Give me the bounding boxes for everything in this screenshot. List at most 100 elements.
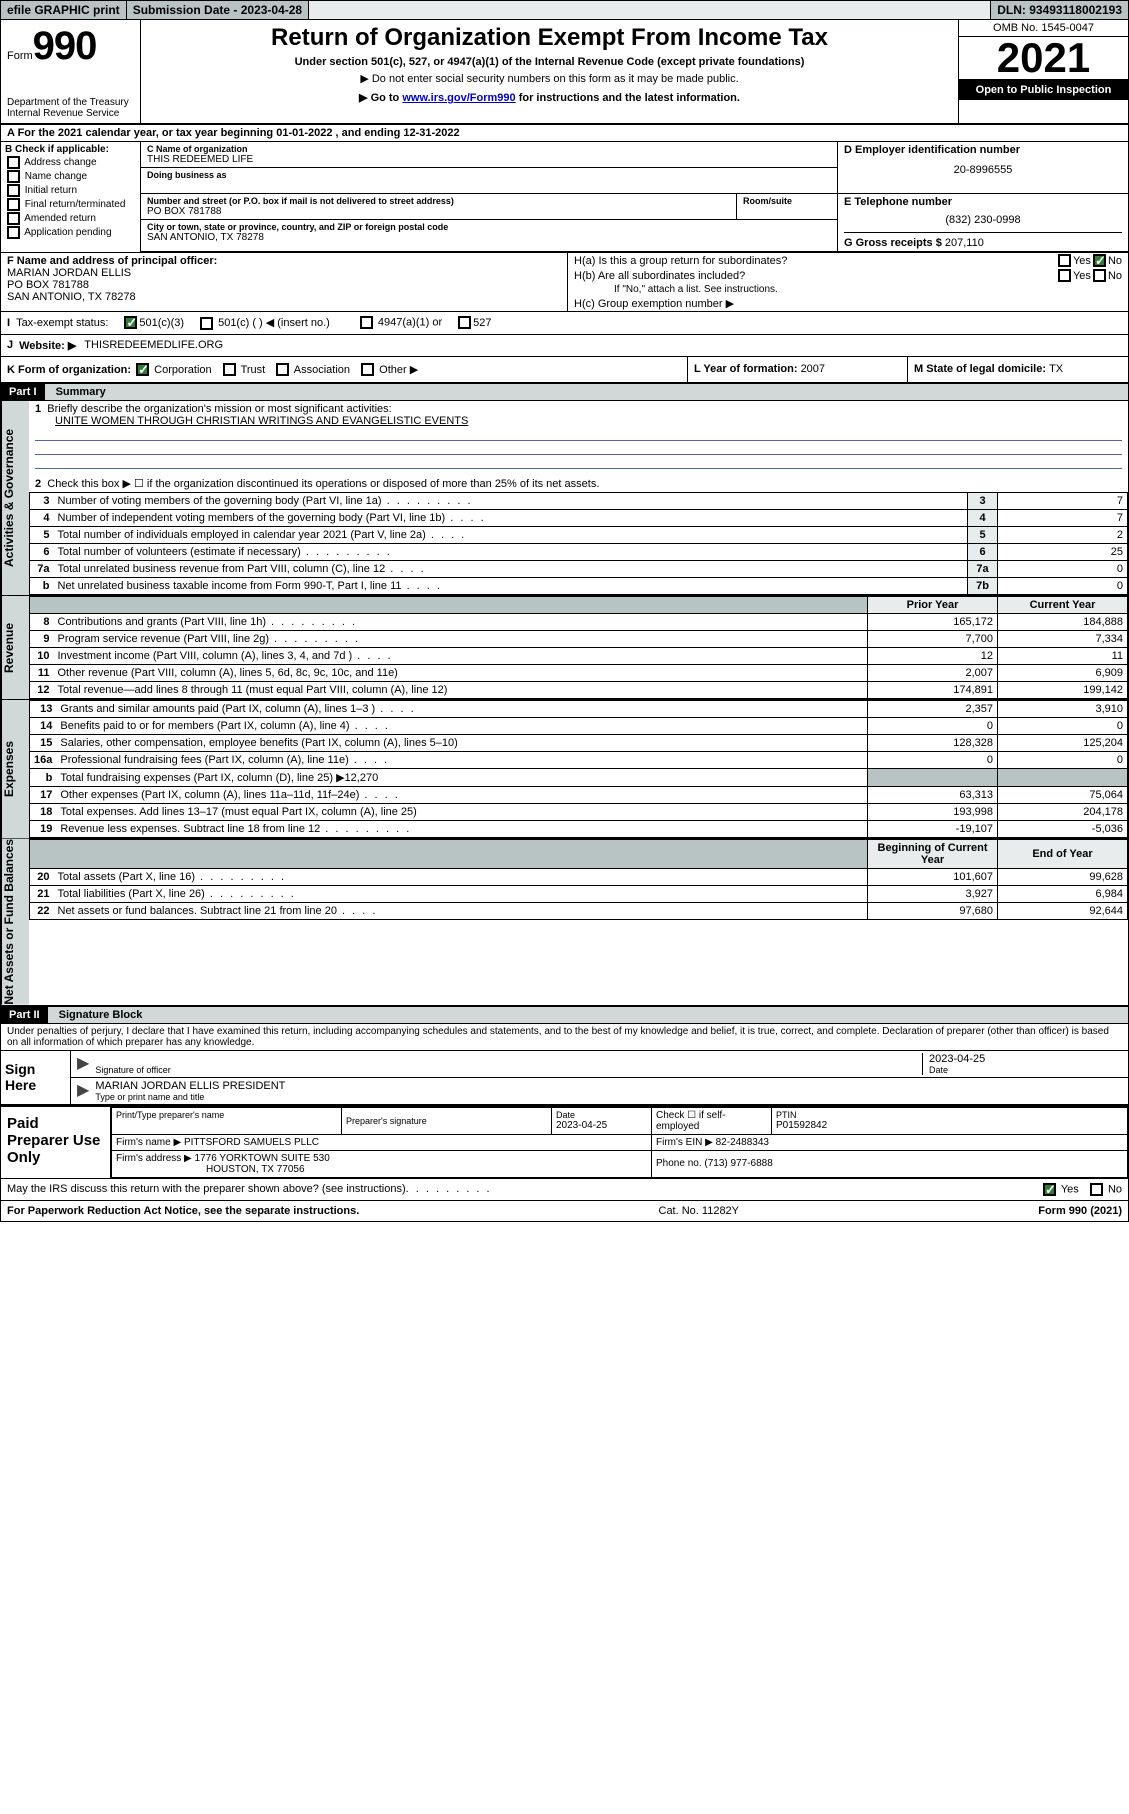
table-row: 22Net assets or fund balances. Subtract … [30,903,1128,920]
k-form-org: K Form of organization: Corporation Trus… [1,357,688,383]
mission-text: UNITE WOMEN THROUGH CHRISTIAN WRITINGS A… [55,415,468,427]
chk-name-change[interactable]: Name change [5,170,136,183]
form-word: Form [7,50,33,62]
chk-assoc[interactable] [276,363,289,376]
submission-date: Submission Date - 2023-04-28 [127,1,309,19]
page-footer: For Paperwork Reduction Act Notice, see … [1,1200,1128,1221]
j-website: J Website: ▶ THISREDEEMEDLIFE.ORG [1,335,1128,357]
netassets-table: Beginning of Current YearEnd of Year 20T… [29,839,1128,920]
table-row: 4Number of independent voting members of… [30,510,1128,527]
firm-phone-cell: Phone no. (713) 977-6888 [652,1150,1128,1177]
chk-address-change[interactable]: Address change [5,156,136,169]
firm-ein-cell: Firm's EIN ▶ 82-2488343 [652,1134,1128,1150]
part1-governance: Activities & Governance 1 Briefly descri… [1,401,1128,596]
hb-yes[interactable] [1058,269,1071,282]
table-row: 11Other revenue (Part VIII, column (A), … [30,665,1128,682]
ha-yes[interactable] [1058,254,1071,267]
firm-name-cell: Firm's name ▶ PITTSFORD SAMUELS PLLC [112,1134,652,1150]
table-row: bTotal fundraising expenses (Part IX, co… [30,769,1128,787]
subtitle-3: ▶ Go to www.irs.gov/Form990 for instruct… [151,91,948,104]
table-row: 19Revenue less expenses. Subtract line 1… [30,821,1128,838]
tab-expenses: Expenses [1,700,29,838]
chk-other[interactable] [361,363,374,376]
part1-revenue: Revenue Prior YearCurrent Year 8Contribu… [1,596,1128,700]
sign-here-block: Sign Here ▶ Signature of officer 2023-04… [1,1051,1128,1105]
discuss-yes[interactable] [1043,1183,1056,1196]
chk-527[interactable] [458,316,471,329]
efile-label[interactable]: efile GRAPHIC print [1,1,127,19]
city-state-zip: City or town, state or province, country… [141,220,837,245]
dba: Doing business as [141,168,837,193]
form-number: 990 [33,24,97,69]
l-year: L Year of formation: 2007 [688,357,908,383]
identity-block: B Check if applicable: Address change Na… [1,142,1128,253]
row-a-tax-year: A For the 2021 calendar year, or tax yea… [1,125,1128,142]
tab-net-assets: Net Assets or Fund Balances [1,839,29,1005]
expenses-table: 13Grants and similar amounts paid (Part … [29,700,1128,838]
chk-corp[interactable] [136,363,149,376]
preparer-name-cell: Print/Type preparer's name [112,1107,342,1134]
part1-expenses: Expenses 13Grants and similar amounts pa… [1,700,1128,839]
e-g-block: E Telephone number (832) 230-0998 G Gros… [838,194,1128,251]
street-address: Number and street (or P.O. box if mail i… [141,194,737,220]
i-tax-exempt: I Tax-exempt status: 501(c)(3) 501(c) ( … [1,312,1128,335]
f-h-row: F Name and address of principal officer:… [1,253,1128,312]
c-org-name: C Name of organization THIS REDEEMED LIF… [141,142,837,168]
dln: DLN: 93493118002193 [990,1,1128,19]
header-left: Form 990 Department of the Treasury Inte… [1,20,141,123]
revenue-table: Prior YearCurrent Year 8Contributions an… [29,596,1128,699]
tax-year: 2021 [959,37,1128,79]
paid-preparer-label: Paid Preparer Use Only [1,1107,111,1178]
chk-trust[interactable] [223,363,236,376]
ptin-cell: PTINP01592842 [772,1107,1128,1134]
top-bar: efile GRAPHIC print Submission Date - 20… [0,0,1129,20]
part2-header: Part II Signature Block [1,1007,1128,1024]
m-state: M State of legal domicile: TX [908,357,1128,383]
chk-501c3[interactable] [124,316,137,329]
chk-4947[interactable] [360,316,373,329]
irs-link[interactable]: www.irs.gov/Form990 [402,92,515,104]
h-group-return: H(a) Is this a group return for subordin… [568,253,1128,311]
dept-label: Department of the Treasury Internal Reve… [7,97,134,119]
cat-no: Cat. No. 11282Y [659,1205,740,1217]
chk-app-pending[interactable]: Application pending [5,226,136,239]
sign-here-label: Sign Here [1,1051,71,1104]
chk-501c[interactable] [200,317,213,330]
gov-table: 3Number of voting members of the governi… [29,492,1128,595]
klm-row: K Form of organization: Corporation Trus… [1,357,1128,385]
part1-net-assets: Net Assets or Fund Balances Beginning of… [1,839,1128,1007]
self-employed-cell: Check ☐ if self-employed [652,1107,772,1134]
may-irs-discuss: May the IRS discuss this return with the… [1,1178,1128,1200]
paperwork-notice: For Paperwork Reduction Act Notice, see … [7,1205,359,1217]
header-right: OMB No. 1545-0047 2021 Open to Public In… [958,20,1128,123]
table-row: 12Total revenue—add lines 8 through 11 (… [30,682,1128,699]
preparer-sig-cell: Preparer's signature [342,1107,552,1134]
table-row: 14Benefits paid to or for members (Part … [30,718,1128,735]
room-suite: Room/suite [737,194,837,220]
form-header: Form 990 Department of the Treasury Inte… [1,20,1128,125]
tab-governance: Activities & Governance [1,401,29,595]
firm-address-cell: Firm's address ▶ 1776 YORKTOWN SUITE 530… [112,1150,652,1177]
col-b-checkboxes: B Check if applicable: Address change Na… [1,142,141,252]
table-row: 3Number of voting members of the governi… [30,493,1128,510]
ha-no[interactable] [1093,254,1106,267]
subtitle-1: Under section 501(c), 527, or 4947(a)(1)… [151,56,948,68]
table-row: bNet unrelated business taxable income f… [30,578,1128,595]
header-mid: Return of Organization Exempt From Incom… [141,20,958,123]
col-cde: C Name of organization THIS REDEEMED LIF… [141,142,1128,252]
paid-preparer-block: Paid Preparer Use Only Print/Type prepar… [1,1105,1128,1178]
chk-amended[interactable]: Amended return [5,212,136,225]
subtitle-2: ▶ Do not enter social security numbers o… [151,72,948,85]
table-row: 18Total expenses. Add lines 13–17 (must … [30,804,1128,821]
discuss-no[interactable] [1090,1183,1103,1196]
form-page: Form 990 (2021) [1038,1205,1122,1217]
table-row: 10Investment income (Part VIII, column (… [30,648,1128,665]
table-row: 17Other expenses (Part IX, column (A), l… [30,787,1128,804]
chk-final-return[interactable]: Final return/terminated [5,198,136,211]
table-row: 20Total assets (Part X, line 16)101,6079… [30,869,1128,886]
chk-initial-return[interactable]: Initial return [5,184,136,197]
table-row: 16aProfessional fundraising fees (Part I… [30,752,1128,769]
arrow-icon: ▶ [77,1080,89,1102]
table-row: 15Salaries, other compensation, employee… [30,735,1128,752]
hb-no[interactable] [1093,269,1106,282]
